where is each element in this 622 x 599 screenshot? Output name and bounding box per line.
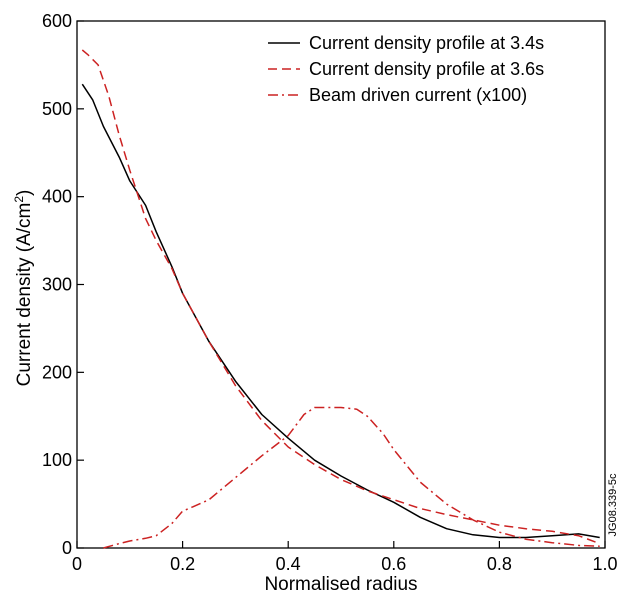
- axis-ticks: [76, 20, 606, 549]
- y-axis-title-main: Current density (A/cm: [14, 203, 35, 387]
- series-lines: [81, 49, 600, 549]
- y-tick-label: 100: [42, 450, 72, 470]
- x-tick-label: 0.2: [170, 554, 195, 574]
- y-tick-label: 200: [42, 362, 72, 382]
- x-tick-label: 0.6: [381, 554, 406, 574]
- y-axis-title-sup: 2: [12, 196, 26, 203]
- x-tick-label: 1.0: [592, 554, 617, 574]
- y-axis-title-close: ): [14, 190, 35, 196]
- y-axis-title: Current density (A/cm2): [12, 190, 35, 387]
- legend-label: Current density profile at 3.6s: [309, 59, 544, 79]
- series-line-3: [103, 406, 600, 549]
- y-tick-label: 400: [42, 187, 72, 207]
- x-axis-title: Normalised radius: [264, 574, 417, 595]
- legend-label: Current density profile at 3.4s: [309, 33, 544, 53]
- y-tick-label: 300: [42, 275, 72, 295]
- x-tick-label: 0.4: [276, 554, 301, 574]
- series-line-1: [81, 83, 600, 539]
- figure-credit: JG08.339-5c: [607, 473, 619, 536]
- x-tick-label: 0: [72, 554, 82, 574]
- y-tick-label: 500: [42, 99, 72, 119]
- legend-label: Beam driven current (x100): [309, 85, 527, 105]
- y-tick-label: 600: [42, 11, 72, 31]
- legend: Current density profile at 3.4s Current d…: [268, 33, 544, 105]
- series-line-2: [81, 49, 600, 545]
- y-tick-label: 0: [62, 538, 72, 558]
- axis-tick-labels: 0 0.2 0.4 0.6 0.8 1.0 0 100 200 300 400 500 600: [42, 11, 618, 574]
- x-tick-label: 0.8: [487, 554, 512, 574]
